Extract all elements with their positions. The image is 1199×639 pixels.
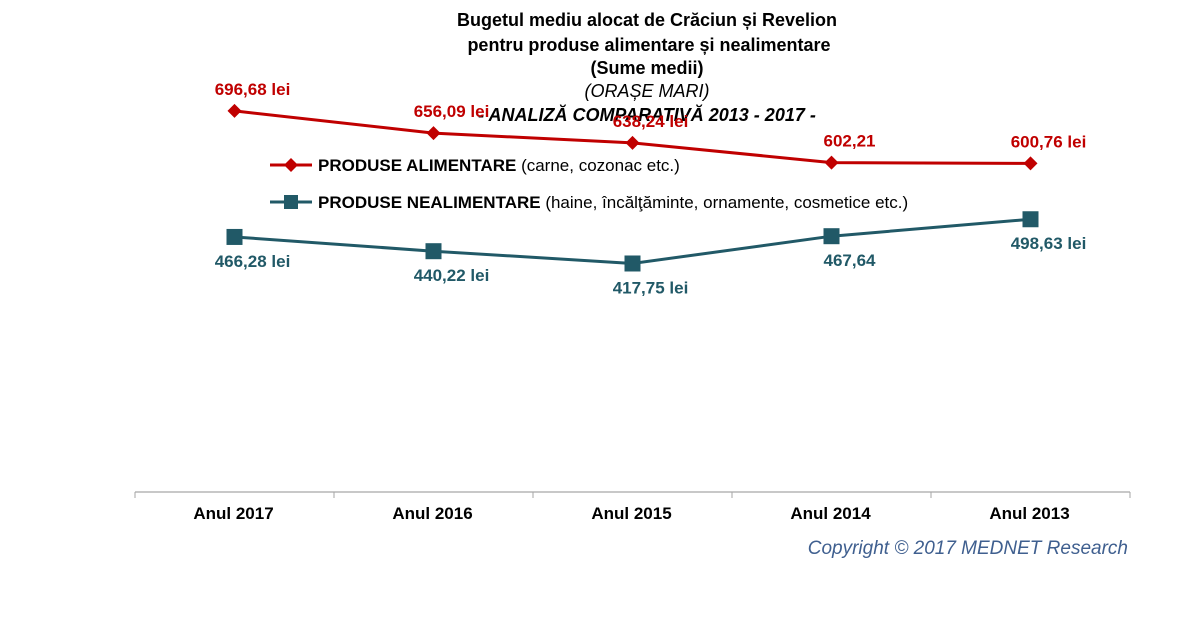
series-nealimentare: 466,28 lei 440,22 lei 417,75 lei 467,64 498,…: [215, 211, 1087, 297]
x-tick-label: Anul 2013: [989, 504, 1069, 523]
title-line-4: (ORAȘE MARI): [584, 81, 709, 101]
data-label: 498,63 lei: [1011, 234, 1087, 253]
title-line-5: - ANALIZĂ COMPARATIVĂ 2013 - 2017 -: [478, 104, 816, 125]
chart-title: Bugetul mediu alocat de Crăciun și Revel…: [457, 10, 837, 125]
title-line-3: (Sume medii): [590, 58, 703, 78]
data-point-diamond: [824, 155, 839, 170]
title-line-2: pentru produse alimentare și nealimentar…: [467, 35, 830, 55]
data-point-square: [624, 255, 641, 272]
title-line-1: Bugetul mediu alocat de Crăciun și Revel…: [457, 10, 837, 30]
x-axis-tick-labels: Anul 2017 Anul 2016 Anul 2015 Anul 2014 Anul…: [193, 504, 1069, 523]
plot-area: 696,68 lei 656,09 lei 638,24 lei 602,21 600,…: [215, 80, 1087, 298]
data-point-diamond: [1023, 156, 1038, 171]
legend-item-nealimentare: PRODUSE NEALIMENTARE (haine, încălţămint…: [270, 193, 908, 212]
legend-label-alimentare-bold: PRODUSE ALIMENTARE: [318, 156, 516, 175]
data-label: 696,68 lei: [215, 80, 291, 99]
legend-item-alimentare: PRODUSE ALIMENTARE (carne, cozonac etc.): [270, 156, 680, 175]
data-label: 600,76 lei: [1011, 132, 1087, 151]
data-point-diamond: [426, 126, 441, 141]
data-point-square: [425, 243, 442, 260]
legend-label-nealimentare-rest: (haine, încălţăminte, ornamente, cosmeti…: [541, 193, 909, 212]
data-label: 467,64: [824, 251, 877, 270]
legend-diamond-marker: [284, 158, 298, 172]
x-tick-label: Anul 2014: [790, 504, 871, 523]
data-label: 417,75 lei: [613, 278, 689, 297]
data-point-square: [823, 228, 840, 245]
legend-label-nealimentare-bold: PRODUSE NEALIMENTARE: [318, 193, 541, 212]
legend: PRODUSE ALIMENTARE (carne, cozonac etc.)…: [270, 156, 908, 212]
copyright-text: Copyright © 2017 MEDNET Research: [808, 538, 1128, 559]
data-point-diamond: [625, 135, 640, 150]
legend-label-nealimentare: PRODUSE NEALIMENTARE (haine, încălţămint…: [318, 193, 908, 212]
data-label: 656,09 lei: [414, 102, 490, 121]
x-tick-label: Anul 2016: [392, 504, 472, 523]
data-label: 602,21: [824, 132, 876, 151]
x-axis-ticks: [134, 492, 1131, 498]
x-tick-label: Anul 2015: [591, 504, 671, 523]
data-label: 638,24 lei: [613, 112, 689, 131]
data-point-diamond: [227, 103, 242, 118]
x-tick-label: Anul 2017: [193, 504, 273, 523]
legend-square-marker: [284, 195, 298, 209]
legend-label-alimentare-rest: (carne, cozonac etc.): [516, 156, 679, 175]
data-label: 440,22 lei: [414, 266, 490, 285]
legend-label-alimentare: PRODUSE ALIMENTARE (carne, cozonac etc.): [318, 156, 680, 175]
x-axis: Anul 2017 Anul 2016 Anul 2015 Anul 2014 Anul…: [134, 491, 1131, 523]
data-label: 466,28 lei: [215, 252, 291, 271]
data-point-square: [226, 228, 243, 245]
series-alimentare: 696,68 lei 656,09 lei 638,24 lei 602,21 600,…: [215, 80, 1087, 171]
data-point-square: [1022, 211, 1039, 228]
